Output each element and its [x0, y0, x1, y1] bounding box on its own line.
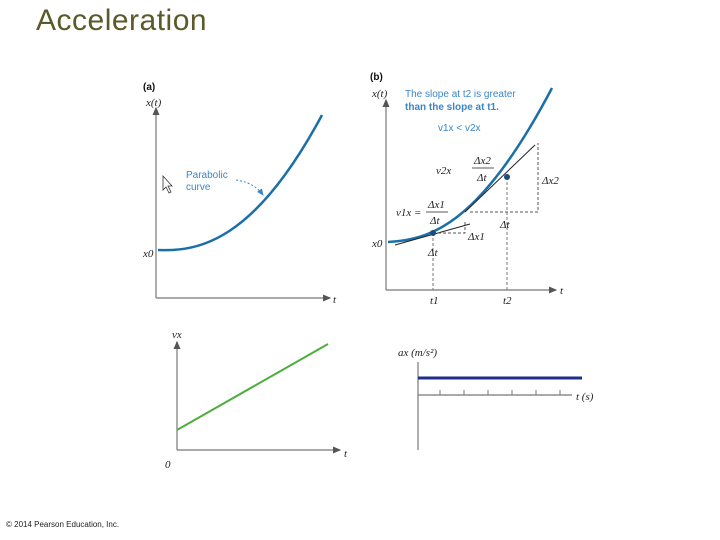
panel-b-point-t2 — [504, 174, 510, 180]
panel-a-annotation-arrow — [235, 179, 264, 196]
panel-c-origin-label: 0 — [165, 459, 171, 471]
panel-c: vx t 0 — [165, 329, 348, 471]
panel-b: (b) x(t) t x0 t1 t2 The slope at t2 is g… — [370, 72, 564, 307]
panel-b-note-line2: than the slope at t1. — [405, 102, 499, 113]
panel-c-x-axis-label: t — [344, 448, 348, 460]
panel-a-x-axis-label: t — [333, 294, 337, 306]
panel-d-y-axis-label: ax (m/s²) — [398, 347, 437, 359]
panel-a-curve-note-line1: Parabolic — [186, 170, 228, 181]
copyright-notice: © 2014 Pearson Education, Inc. — [6, 520, 120, 529]
panel-b-point-t1 — [430, 230, 436, 236]
panel-b-dx2-fraction-top: Δx2 — [473, 155, 491, 167]
panel-b-note-line3: v1x < v2x — [438, 123, 481, 134]
panel-b-note-line1: The slope at t2 is greater — [405, 89, 516, 100]
panel-c-y-axis-label: vx — [172, 329, 182, 341]
panel-a-label: (a) — [143, 82, 155, 93]
panel-b-dx2-label: Δx2 — [541, 175, 559, 187]
panel-b-t1-label: t1 — [430, 295, 439, 307]
panel-b-dt1-label: Δt — [427, 247, 438, 259]
panel-d-ticks — [439, 390, 561, 395]
panel-b-dt-fraction-bottom-2: Δt — [476, 172, 487, 184]
panel-c-velocity-line — [176, 343, 329, 431]
panel-b-dx1-label: Δx1 — [467, 231, 485, 243]
panel-b-t2-label: t2 — [503, 295, 512, 307]
panel-a-curve-note-line2: curve — [186, 182, 211, 193]
panel-d: ax (m/s²) t (s) — [398, 347, 594, 450]
panel-b-x-axis-label: t — [560, 285, 564, 297]
panel-b-x0-label: x0 — [371, 238, 383, 250]
panel-b-y-axis-label: x(t) — [371, 88, 388, 100]
panel-a-parabolic-curve — [157, 114, 324, 252]
mouse-cursor-icon — [162, 174, 173, 194]
panel-b-parabolic-curve — [387, 87, 554, 244]
panel-b-slope-triangle-1 — [433, 222, 466, 234]
panel-b-slope-triangle-2 — [470, 143, 539, 213]
panel-b-tangent-t2 — [464, 144, 536, 213]
panel-d-x-axis-label: t (s) — [576, 391, 594, 403]
panel-b-dt2-label: Δt — [499, 219, 510, 231]
slide-title: Acceleration — [36, 4, 208, 37]
panel-b-dt-fraction-bottom-1: Δt — [429, 215, 440, 227]
panel-b-dx1-fraction-top: Δx1 — [427, 199, 445, 211]
panel-a-x0-label: x0 — [142, 248, 154, 260]
panel-b-label: (b) — [370, 72, 383, 83]
panel-a: (a) x(t) t x0 Parabolic curve — [142, 82, 337, 306]
panel-a-y-axis-label: x(t) — [145, 97, 162, 109]
panel-b-v1x-label: v1x = — [396, 207, 421, 219]
panel-b-v2x-label: v2x — [436, 165, 451, 177]
